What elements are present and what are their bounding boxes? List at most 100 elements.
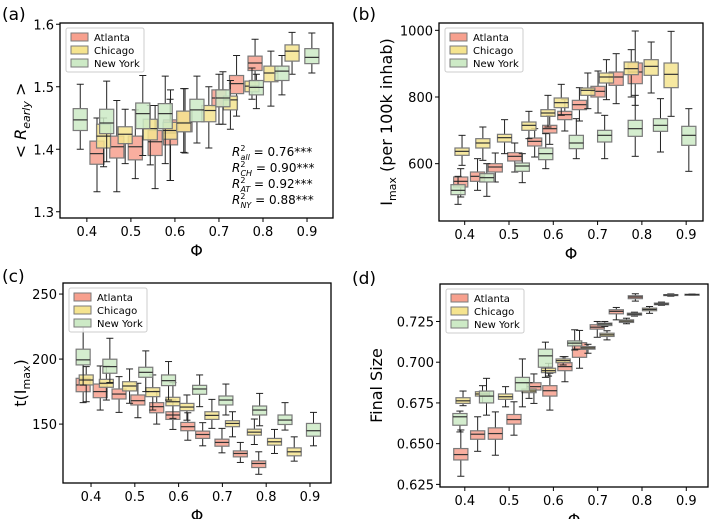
box (506, 401, 522, 436)
box (568, 118, 585, 160)
ann-value: = 0.88*** (251, 193, 313, 207)
ann-sub: NY (240, 201, 252, 210)
ann-sup: 2 (240, 144, 245, 153)
box (450, 175, 466, 205)
box (521, 110, 537, 140)
x-axis-label: Φ (190, 241, 203, 260)
box (215, 71, 231, 125)
box-iqr (450, 184, 466, 196)
ann-sup: 2 (240, 160, 245, 169)
legend-label: Chicago (474, 307, 514, 318)
x-tick-label: 0.4 (77, 225, 98, 240)
axes-frame (438, 22, 704, 222)
y-tick-label: 1000 (400, 24, 433, 39)
box (599, 330, 615, 341)
box (78, 366, 94, 403)
y-label-post: > (11, 83, 30, 102)
x-tick-label: 0.7 (209, 225, 230, 240)
y-tick-label: 1.5 (33, 81, 54, 96)
r-squared-annotation: R2 NY = 0.88*** (232, 192, 314, 210)
series-chicago (78, 365, 302, 462)
box-iqr (135, 102, 151, 130)
y-tick-label: 0.650 (397, 438, 434, 453)
ann-sup: 2 (240, 176, 245, 185)
y-tick-label: 0.725 (397, 315, 434, 330)
box (247, 38, 263, 93)
box-iqr (478, 390, 495, 404)
x-tick-label: 0.9 (676, 228, 697, 243)
y-label-post: ) (11, 359, 30, 365)
y-axis-label: < Rearly > (11, 83, 33, 159)
box-iqr (99, 108, 115, 135)
legend-label: New York (94, 59, 140, 70)
box (286, 436, 302, 462)
x-tick-label: 0.6 (543, 228, 564, 243)
box (274, 55, 290, 96)
box (304, 32, 320, 74)
ann-value: = 0.90*** (252, 161, 314, 175)
box (138, 350, 154, 393)
box (514, 358, 531, 408)
box (179, 394, 195, 421)
x-axis-label: Φ (568, 510, 581, 519)
box (663, 293, 679, 297)
x-tick-label: 0.4 (81, 490, 102, 505)
legend-label: Atlanta (473, 33, 509, 44)
box (189, 75, 205, 144)
y-label-sub: max (20, 365, 33, 389)
box-iqr (75, 348, 91, 366)
box (72, 83, 88, 150)
legend-label: New York (474, 320, 520, 331)
legend-swatch-chicago (450, 306, 469, 316)
box (117, 108, 133, 165)
box (542, 372, 558, 411)
y-axis-label: Imax (per 100k inhab) (377, 38, 399, 206)
box-iqr (469, 430, 486, 440)
box (248, 73, 265, 110)
legend: Atlanta Chicago New York (445, 288, 525, 334)
x-tick-label: 0.8 (253, 225, 274, 240)
axes-frame (59, 22, 334, 219)
box (641, 305, 658, 314)
ann-sub: all (240, 153, 250, 162)
box-iqr (130, 394, 146, 406)
legend-swatch-new-york (450, 319, 469, 329)
box-iqr (521, 121, 537, 131)
panel-label: (c) (2, 267, 25, 287)
box (627, 94, 643, 157)
series-chicago (454, 30, 679, 166)
box (597, 320, 613, 328)
box-iqr (514, 376, 531, 392)
series-new-york (450, 94, 697, 205)
r-squared-annotation: R2 all = 0.76*** (232, 144, 312, 162)
box (266, 428, 283, 454)
legend-label: Chicago (97, 306, 137, 317)
box (160, 361, 177, 401)
legend-swatch-atlanta (70, 32, 89, 42)
box (571, 87, 588, 122)
series-atlanta (453, 293, 679, 477)
box (252, 392, 268, 427)
box-iqr (176, 110, 192, 133)
box (652, 98, 669, 153)
x-tick-label: 0.5 (124, 490, 145, 505)
box (218, 383, 234, 416)
legend-label: Chicago (94, 46, 134, 57)
x-tick-label: 0.5 (499, 228, 520, 243)
box-iqr (251, 460, 267, 469)
box (232, 441, 248, 463)
box (192, 374, 208, 408)
box (663, 30, 679, 117)
box (135, 75, 151, 156)
box (681, 108, 697, 172)
box (204, 398, 220, 429)
series-new-york (75, 324, 322, 447)
ann-value: = 0.76*** (250, 145, 312, 159)
box (598, 59, 615, 101)
y-label-main: I (377, 201, 396, 206)
box (475, 126, 491, 161)
box (487, 152, 503, 183)
x-tick-label: 0.8 (632, 494, 653, 509)
box (246, 418, 262, 446)
